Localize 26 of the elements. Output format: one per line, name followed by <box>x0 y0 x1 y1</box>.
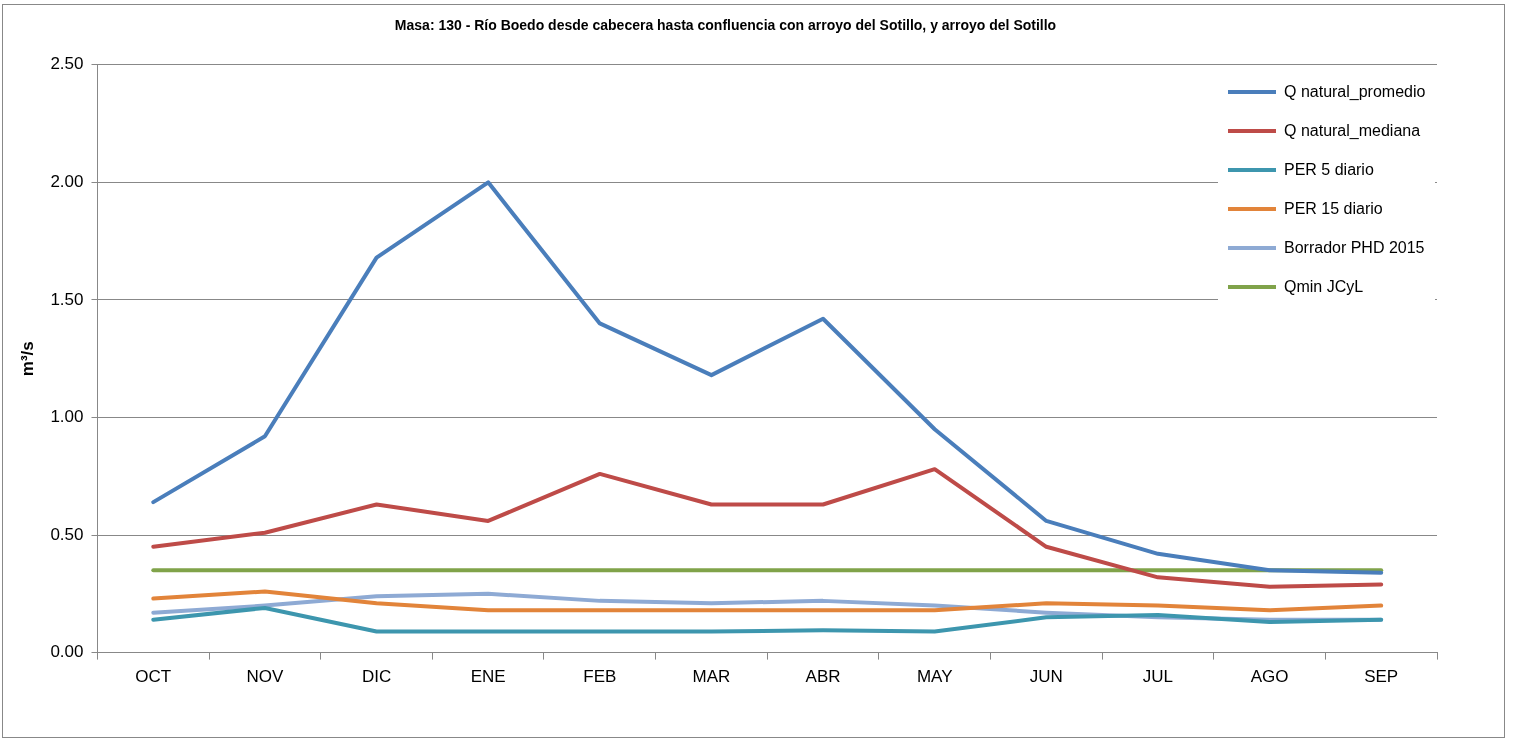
x-tick-label: AGO <box>1250 667 1289 687</box>
y-axis-title: m³/s <box>17 341 37 377</box>
y-tick-label: 0.00 <box>50 642 84 662</box>
x-tick-label: FEB <box>583 667 617 687</box>
x-tick-label: MAY <box>916 667 953 687</box>
legend-label: Q natural_mediana <box>1284 122 1421 141</box>
y-tick-label: 0.50 <box>50 524 84 544</box>
y-tick-label: 1.00 <box>50 407 84 427</box>
legend-label: PER 15 diario <box>1284 200 1383 219</box>
y-tick-label: 1.50 <box>50 289 84 309</box>
legend-label: PER 5 diario <box>1284 161 1374 180</box>
legend-label: Q natural_promedio <box>1284 83 1426 102</box>
x-tick-label: MAR <box>692 667 731 687</box>
x-tick-label: DIC <box>361 667 392 687</box>
legend-label: Qmin JCyL <box>1284 278 1364 297</box>
x-tick-label: ABR <box>805 667 841 687</box>
x-tick-label: NOV <box>246 667 284 687</box>
x-tick-label: JUN <box>1029 667 1063 687</box>
chart-title: Masa: 130 - Río Boedo desde cabecera hasta confluencia con arroyo del Sotillo, y arroyo del Sotillo <box>394 17 1057 34</box>
y-tick-label: 2.00 <box>50 172 84 192</box>
x-tick-label: OCT <box>135 667 172 687</box>
legend-label: Borrador PHD 2015 <box>1284 239 1425 258</box>
y-tick-label: 2.50 <box>50 54 84 74</box>
x-tick-label: SEP <box>1364 667 1399 687</box>
x-tick-label: ENE <box>470 667 506 687</box>
x-tick-label: JUL <box>1142 667 1174 687</box>
